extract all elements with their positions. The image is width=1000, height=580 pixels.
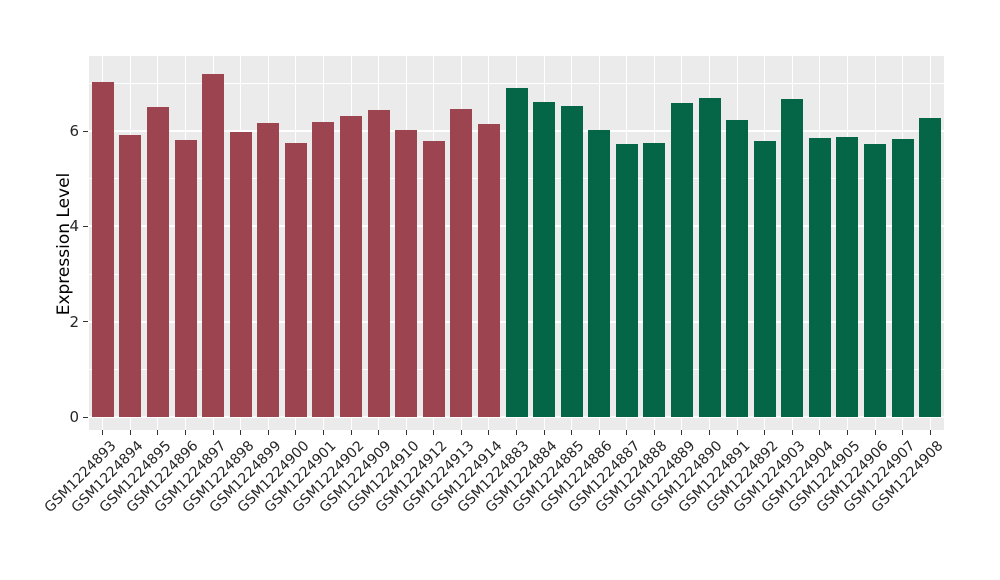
bar [891,139,914,417]
y-tick-label: 2 [69,312,79,331]
bar [477,123,500,417]
bar [340,116,363,417]
x-tick-mark [543,430,545,435]
bar [533,102,556,417]
x-tick-mark [157,430,159,435]
bar [864,144,887,417]
y-tick-mark [83,130,88,132]
x-tick-mark [516,430,517,435]
x-tick-mark [212,430,214,435]
bar [284,142,307,417]
bar [229,131,252,417]
x-tick-mark [902,430,904,435]
y-tick-label: 0 [69,408,79,426]
bar [450,109,473,417]
x-tick-mark [460,430,462,435]
bar [422,141,445,417]
bar [174,140,197,417]
y-tick-label: 4 [69,217,79,236]
x-tick-mark [295,430,297,435]
x-tick-mark [350,430,352,435]
x-tick-mark [433,430,435,435]
x-tick-mark [405,430,407,435]
bar [560,106,583,417]
x-tick-mark [736,430,738,435]
x-tick-mark [846,430,848,435]
x-tick-mark [791,430,793,435]
x-tick-mark [709,430,711,435]
x-tick-mark [598,430,600,435]
bar [395,130,418,417]
y-tick-label: 6 [69,122,79,140]
plot-panel [89,56,944,430]
bar [670,103,693,417]
x-tick-mark [874,430,876,435]
bar [367,110,390,417]
bar [726,119,749,417]
bar [643,143,666,417]
x-tick-mark [129,430,131,435]
x-tick-mark [819,430,821,435]
x-tick-mark [102,430,104,435]
x-tick-mark [240,430,242,435]
x-tick-mark [653,430,655,435]
x-tick-mark [764,430,766,435]
bar [919,118,942,417]
bar [257,122,280,417]
x-tick-mark [626,430,628,435]
bar [505,88,528,417]
bar [781,99,804,417]
y-tick-mark [83,321,88,323]
x-tick-mark [322,430,324,435]
bar [588,130,611,417]
bar [615,144,638,417]
x-tick-mark [681,430,683,435]
x-tick-mark [929,430,931,435]
x-tick-mark [488,430,490,435]
x-tick-mark [378,430,380,435]
x-tick-mark [185,430,187,435]
bar [753,141,776,417]
bar [146,107,169,417]
bar [202,73,225,417]
bar [808,138,831,417]
bar [312,121,335,417]
bar [698,98,721,417]
y-tick-mark [83,416,88,418]
bar [836,136,859,417]
x-tick-mark [267,430,269,435]
x-tick-mark [571,430,573,435]
bar [119,134,142,417]
bar [91,81,114,417]
y-tick-mark [83,225,88,227]
